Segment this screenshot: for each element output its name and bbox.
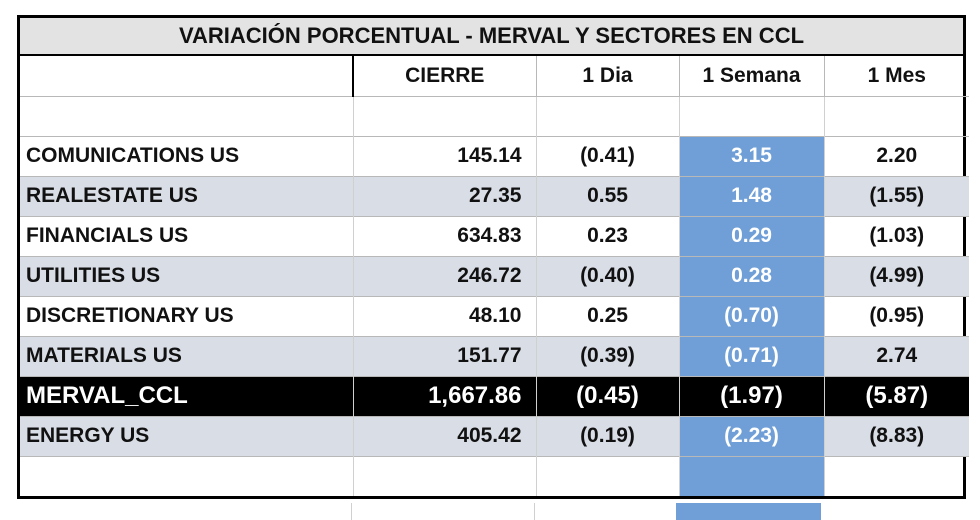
cell-semana: (0.70): [679, 295, 825, 336]
percentage-variation-table: VARIACIÓN PORCENTUAL - MERVAL Y SECTORES…: [17, 15, 969, 499]
grid-line: [534, 503, 535, 520]
blank-cell: [824, 455, 969, 496]
cell-dia: (0.40): [536, 255, 680, 296]
blank-cell: [20, 95, 354, 136]
table-row: MATERIALS US 151.77 (0.39) (0.71) 2.74: [20, 335, 969, 376]
cell-dia: 0.55: [536, 175, 680, 216]
cell-cierre: 405.42: [353, 415, 537, 456]
cell-mes: 2.74: [824, 335, 969, 376]
cell-dia: (0.45): [536, 375, 680, 416]
header-1-semana: 1 Semana: [679, 56, 825, 96]
cell-dia: 0.25: [536, 295, 680, 336]
cell-name: REALESTATE US: [20, 175, 354, 216]
table-row: MERVAL_CCL 1,667.86 (0.45) (1.97) (5.87): [20, 375, 969, 416]
header-cell-empty: [20, 56, 354, 96]
cell-semana: 1.48: [679, 175, 825, 216]
cell-name: MATERIALS US: [20, 335, 354, 376]
cell-semana: 3.15: [679, 135, 825, 176]
cell-cierre: 1,667.86: [353, 375, 537, 416]
cell-semana: 0.28: [679, 255, 825, 296]
grid-line: [351, 503, 352, 520]
cell-cierre: 151.77: [353, 335, 537, 376]
cell-semana: (1.97): [679, 375, 825, 416]
blank-cell: [353, 95, 537, 136]
cell-mes: (8.83): [824, 415, 969, 456]
table-title: VARIACIÓN PORCENTUAL - MERVAL Y SECTORES…: [17, 15, 966, 56]
cell-mes: (1.55): [824, 175, 969, 216]
blank-cell: [679, 455, 825, 496]
header-1-dia: 1 Dia: [536, 56, 680, 96]
cell-name: UTILITIES US: [20, 255, 354, 296]
cell-mes: (5.87): [824, 375, 969, 416]
cell-dia: 0.23: [536, 215, 680, 256]
blank-cell: [536, 455, 680, 496]
cell-mes: (0.95): [824, 295, 969, 336]
cell-name: ENERGY US: [20, 415, 354, 456]
cell-mes: (4.99): [824, 255, 969, 296]
table-row: FINANCIALS US 634.83 0.23 0.29 (1.03): [20, 215, 969, 256]
cell-semana: 0.29: [679, 215, 825, 256]
blank-cell: [20, 455, 354, 496]
cell-mes: (1.03): [824, 215, 969, 256]
cell-semana: (2.23): [679, 415, 825, 456]
cell-cierre: 27.35: [353, 175, 537, 216]
cell-cierre: 634.83: [353, 215, 537, 256]
cell-dia: (0.39): [536, 335, 680, 376]
blank-row: [20, 455, 969, 496]
table-row: COMUNICATIONS US 145.14 (0.41) 3.15 2.20: [20, 135, 969, 176]
cell-name: FINANCIALS US: [20, 215, 354, 256]
table-row: ENERGY US 405.42 (0.19) (2.23) (8.83): [20, 415, 969, 456]
cell-cierre: 145.14: [353, 135, 537, 176]
header-cierre: CIERRE: [353, 56, 537, 96]
blue-column-extension: [676, 503, 821, 520]
cell-name: COMUNICATIONS US: [20, 135, 354, 176]
cell-name: DISCRETIONARY US: [20, 295, 354, 336]
table-frame: CIERRE 1 Dia 1 Semana 1 Mes COMUNICATION…: [17, 56, 969, 499]
cell-semana: (0.71): [679, 335, 825, 376]
cell-cierre: 48.10: [353, 295, 537, 336]
table-row: REALESTATE US 27.35 0.55 1.48 (1.55): [20, 175, 969, 216]
blank-row: [20, 95, 969, 136]
cell-dia: (0.41): [536, 135, 680, 176]
table-row: DISCRETIONARY US 48.10 0.25 (0.70) (0.95): [20, 295, 969, 336]
blank-cell: [353, 455, 537, 496]
cell-mes: 2.20: [824, 135, 969, 176]
spreadsheet-below-area: [17, 503, 966, 520]
header-1-mes: 1 Mes: [867, 63, 926, 87]
cell-dia: (0.19): [536, 415, 680, 456]
blank-cell: [679, 95, 825, 136]
blank-cell: [536, 95, 680, 136]
cell-name: MERVAL_CCL: [20, 375, 354, 416]
blank-cell: [824, 95, 969, 136]
header-row: CIERRE 1 Dia 1 Semana 1 Mes: [20, 56, 969, 96]
table-row: UTILITIES US 246.72 (0.40) 0.28 (4.99): [20, 255, 969, 296]
cell-cierre: 246.72: [353, 255, 537, 296]
